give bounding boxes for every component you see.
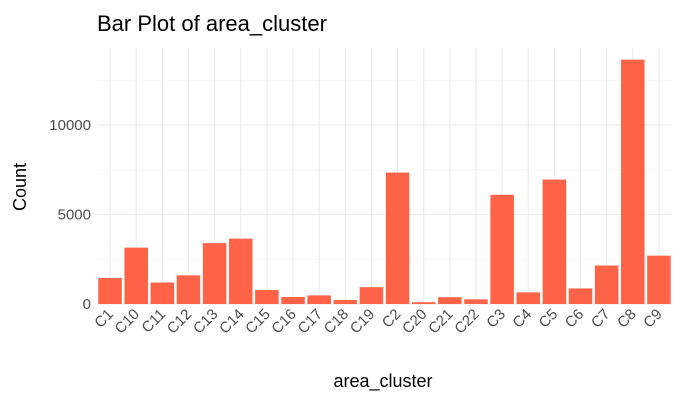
bar-C2 <box>385 172 410 304</box>
x-axis-title: area_cluster <box>333 371 432 392</box>
x-tick-label: C9 <box>640 306 666 332</box>
bar-C17 <box>307 295 331 304</box>
bar-C6 <box>568 288 593 304</box>
bar-C12 <box>176 275 201 304</box>
x-tick-label: C5 <box>536 306 562 332</box>
x-tick-label: C8 <box>614 306 640 332</box>
x-tick-label: C15 <box>242 306 273 337</box>
x-tick-label: C14 <box>216 306 247 337</box>
bar-C10 <box>124 247 148 304</box>
bar-C8 <box>621 59 645 304</box>
bar-C21 <box>438 297 462 304</box>
bars <box>98 59 671 304</box>
bar-C4 <box>516 292 541 304</box>
x-tick-label: C17 <box>294 306 325 337</box>
y-tick-labels: 0 5000 10000 <box>49 117 91 313</box>
bar-C14 <box>228 238 253 304</box>
y-tick-label: 0 <box>83 296 91 313</box>
x-tick-label: C6 <box>562 306 588 332</box>
chart-title: Bar Plot of area_cluster <box>97 11 327 36</box>
x-tick-label: C7 <box>588 306 614 332</box>
bar-C20 <box>411 302 436 304</box>
x-tick-label: C12 <box>164 306 195 337</box>
x-tick-label: C16 <box>268 306 299 337</box>
bar-C19 <box>359 287 384 304</box>
bar-C1 <box>98 278 122 304</box>
x-tick-label: C10 <box>112 306 143 337</box>
bar-C15 <box>255 290 279 304</box>
bar-C22 <box>464 299 488 304</box>
x-tick-label: C3 <box>483 306 509 332</box>
bar-C16 <box>281 297 305 304</box>
y-tick-label: 5000 <box>58 206 91 223</box>
grid-lines <box>97 48 672 305</box>
y-tick-label: 10000 <box>49 117 91 134</box>
x-tick-label: C11 <box>138 306 169 337</box>
bar-C7 <box>594 265 619 304</box>
x-tick-label: C21 <box>425 306 456 337</box>
bar-C9 <box>647 255 671 304</box>
x-tick-label: C4 <box>509 306 535 332</box>
bar-C18 <box>333 300 358 304</box>
x-tick-label: C13 <box>190 306 221 337</box>
bar-C11 <box>150 282 175 304</box>
bar-C3 <box>490 194 514 304</box>
x-tick-label: C18 <box>321 306 352 337</box>
y-axis-title: Count <box>10 163 30 211</box>
x-tick-label: C19 <box>347 306 378 337</box>
x-tick-label: C20 <box>399 306 430 337</box>
bar-C13 <box>202 243 227 304</box>
bar-C5 <box>542 179 567 304</box>
x-tick-label: C22 <box>451 306 482 337</box>
